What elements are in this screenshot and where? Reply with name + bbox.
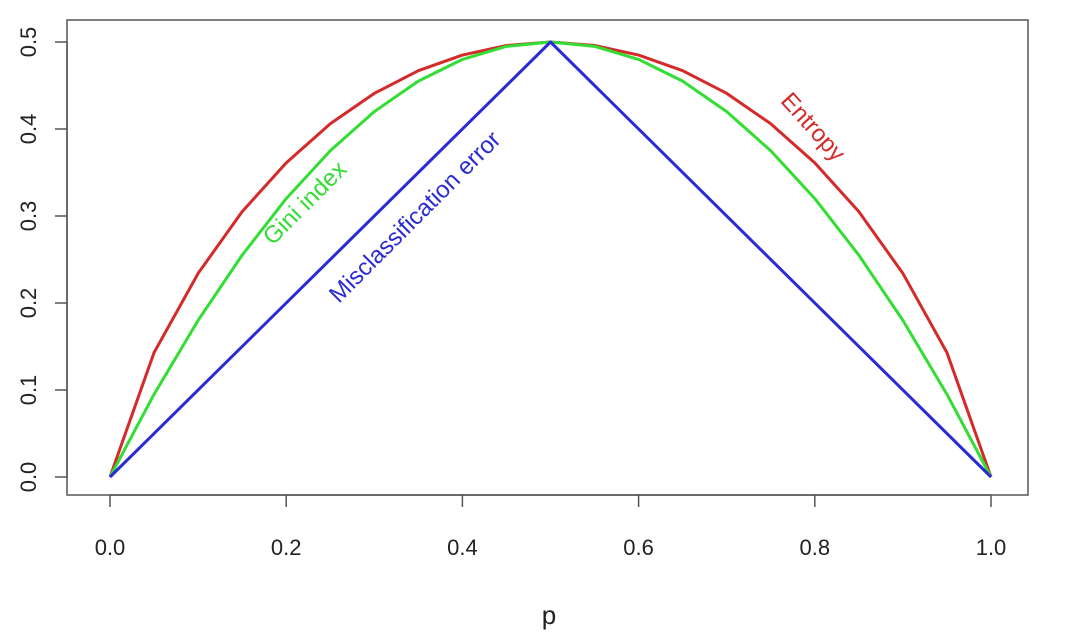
series-line-gini-index xyxy=(108,40,993,478)
series-label-entropy: Entropy xyxy=(775,87,850,167)
series-label-gini-index: Gini index xyxy=(258,156,353,251)
y-tick-label: 0.4 xyxy=(16,114,41,145)
y-tick-label: 0.3 xyxy=(16,201,41,232)
y-tick-label: 0.2 xyxy=(16,288,41,319)
series-label-misclassification-error: Misclassification error xyxy=(324,126,506,308)
x-tick-label: 0.8 xyxy=(800,535,831,560)
x-tick-label: 1.0 xyxy=(976,535,1007,560)
series-group xyxy=(108,40,993,479)
series-line-misclassification-error xyxy=(108,40,993,479)
x-tick-label: 0.2 xyxy=(271,535,302,560)
y-tick-label: 0.5 xyxy=(16,27,41,58)
x-tick-label: 0.4 xyxy=(447,535,478,560)
x-tick-label: 0.0 xyxy=(95,535,126,560)
x-axis-title: p xyxy=(542,600,556,630)
y-tick-label: 0.1 xyxy=(16,375,41,406)
axes: 0.0 0.2 0.4 0.6 0.8 1.0 0.0 0.1 0.2 0.3 0.4 0.5 xyxy=(16,27,1006,560)
x-tick-label: 0.6 xyxy=(623,535,654,560)
series-line-entropy xyxy=(108,40,993,478)
y-tick-label: 0.0 xyxy=(16,462,41,493)
